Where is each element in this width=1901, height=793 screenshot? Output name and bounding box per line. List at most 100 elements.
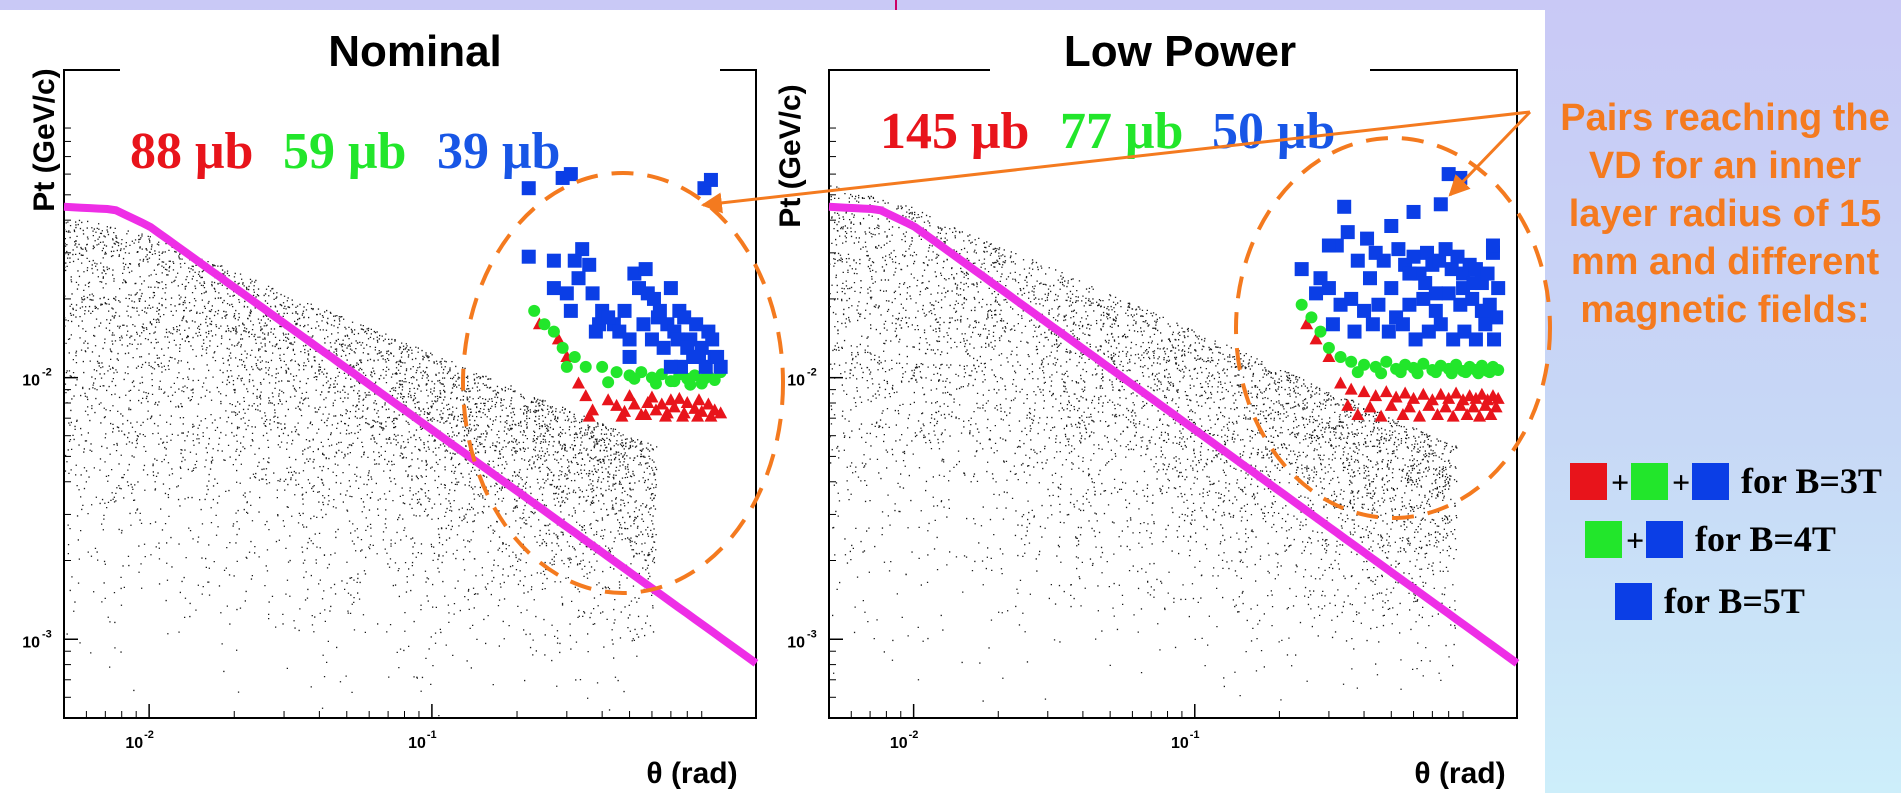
data-point-square	[1408, 332, 1423, 347]
data-point-square	[1476, 303, 1491, 318]
data-point-square	[1384, 218, 1399, 233]
x-tick-label: 10	[125, 735, 143, 752]
data-point-square	[689, 317, 704, 332]
data-point-square	[1468, 262, 1483, 277]
ylabel-tab	[0, 22, 75, 242]
data-point-square	[1433, 197, 1448, 212]
data-point-circle	[596, 360, 609, 373]
data-point-square	[1347, 324, 1362, 339]
data-point-triangle	[1341, 398, 1355, 411]
data-point-triangle	[672, 391, 686, 404]
data-point-circle	[538, 318, 551, 331]
data-point-square	[1395, 317, 1410, 332]
annotation-note: Pairs reaching the VD for an inner layer…	[1560, 97, 1889, 331]
note-line: VD for an inner	[1589, 145, 1862, 187]
data-point-triangle	[582, 409, 596, 422]
axis-ticks-low-power: 10 -2 10-110-210-3	[787, 127, 1464, 752]
data-point-square	[1432, 253, 1447, 268]
data-point-triangle	[1407, 391, 1421, 404]
data-point-circle	[579, 360, 592, 373]
data-point-circle	[1445, 367, 1458, 380]
data-point-square	[1357, 303, 1372, 318]
cross-section-label: 88 μb	[130, 123, 253, 180]
data-point-triangle	[1484, 407, 1498, 420]
data-point-circle	[1417, 357, 1430, 370]
legend-label: for B=3T	[1741, 461, 1882, 501]
data-point-triangle	[1351, 407, 1365, 420]
data-point-triangle	[1402, 400, 1416, 413]
data-point-triangle	[1430, 407, 1444, 420]
chart-panel-low-power: Low Power Pt (GeV/c) θ (rad) 10 -2 10 -110-…	[774, 20, 1552, 790]
data-point-circle	[556, 341, 569, 354]
title-backdrop-low-power	[990, 20, 1370, 78]
data-point-triangle	[692, 393, 706, 406]
data-point-triangle	[1422, 398, 1436, 411]
data-point-square	[622, 349, 637, 364]
data-point-square	[622, 332, 637, 347]
legend-label: for B=4T	[1695, 519, 1836, 559]
data-point-triangle	[1379, 385, 1393, 398]
note-line: magnetic fields:	[1580, 289, 1869, 331]
data-point-square	[1446, 332, 1461, 347]
data-point-square	[601, 310, 616, 325]
data-point-triangle	[551, 332, 565, 345]
y-tick-label: 10	[22, 373, 40, 390]
data-point-triangle	[1473, 409, 1487, 422]
data-point-square	[1321, 238, 1336, 253]
legend-plus: +	[1611, 464, 1629, 500]
data-point-triangle	[655, 397, 669, 410]
data-point-circle	[1429, 366, 1442, 379]
data-point-square	[1418, 276, 1433, 291]
data-point-square	[677, 310, 692, 325]
data-point-square	[686, 349, 701, 364]
data-point-triangle	[1398, 386, 1412, 399]
note-line: Pairs reaching the	[1560, 97, 1889, 139]
data-point-triangle	[1309, 332, 1323, 345]
data-point-square	[1294, 262, 1309, 277]
data-point-square	[663, 281, 678, 296]
data-point-triangle	[1357, 385, 1371, 398]
data-point-square	[1384, 281, 1399, 296]
data-point-triangle	[1389, 390, 1403, 403]
data-point-triangle	[701, 397, 715, 410]
y-tick-label: 10	[787, 634, 805, 651]
legend-swatch	[1646, 521, 1683, 558]
data-point-circle	[1394, 366, 1407, 379]
data-point-circle	[1411, 367, 1424, 380]
chart-title: Nominal	[328, 27, 502, 76]
data-point-circle	[1380, 355, 1393, 368]
data-point-square	[1468, 332, 1483, 347]
data-point-triangle	[1384, 398, 1398, 411]
data-point-triangle	[1453, 398, 1467, 411]
data-point-square	[521, 181, 536, 196]
legend-plus: +	[1672, 464, 1690, 500]
data-point-square	[1489, 310, 1504, 325]
legend-swatch	[1615, 583, 1652, 620]
y-tick-exponent: -2	[42, 367, 52, 379]
cross-sections-nominal: 88 μb 59 μb 39 μb	[130, 123, 560, 180]
data-point-square	[1480, 266, 1495, 281]
data-point-square	[1406, 249, 1421, 264]
data-point-circle	[688, 369, 701, 382]
data-point-triangle	[1322, 349, 1336, 362]
cross-section-label: 50 μb	[1212, 103, 1335, 160]
data-point-square	[567, 253, 582, 268]
data-point-square	[571, 271, 586, 286]
data-point-circle	[1305, 311, 1318, 324]
data-point-square	[521, 249, 536, 264]
data-point-triangle	[1469, 391, 1483, 404]
data-point-square	[710, 349, 725, 364]
data-point-square	[1391, 242, 1406, 257]
data-point-triangle	[572, 376, 586, 389]
data-point-triangle	[1413, 409, 1427, 422]
y-tick-exponent: -2	[807, 367, 817, 379]
data-point-triangle	[658, 409, 672, 422]
data-point-triangle	[1449, 386, 1463, 399]
data-point-square	[638, 262, 653, 277]
data-point-square	[1365, 317, 1380, 332]
data-point-square	[1333, 297, 1348, 312]
axis-ticks-nominal: 10 -2 10-110-210-3	[22, 127, 703, 752]
data-point-square	[1376, 253, 1391, 268]
data-point-square	[663, 359, 678, 374]
